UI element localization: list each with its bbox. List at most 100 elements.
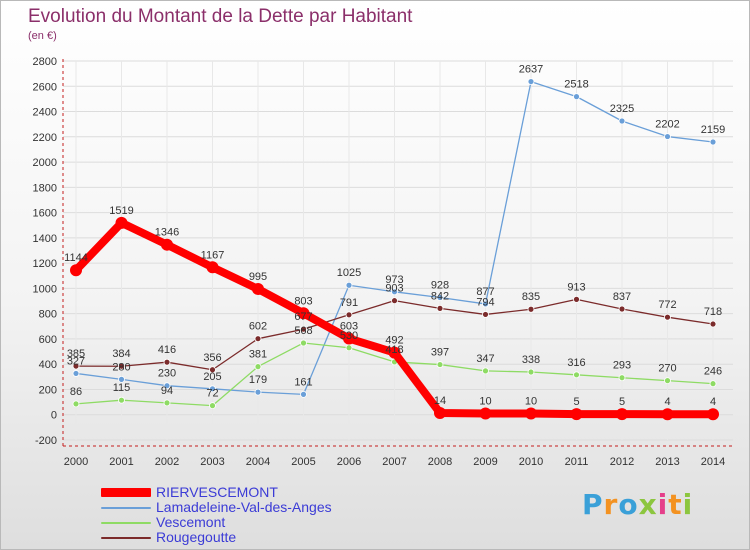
data-label: 530	[340, 330, 358, 342]
data-label: 877	[476, 286, 494, 298]
x-tick-label: 2013	[655, 456, 679, 468]
data-label: 928	[431, 279, 449, 291]
data-point	[482, 300, 489, 308]
data-point	[707, 408, 719, 421]
y-tick-label: 800	[39, 309, 57, 321]
y-tick-label: 1800	[33, 182, 57, 194]
legend-item: Lamadeleine-Val-des-Anges	[101, 500, 421, 515]
x-tick-label: 2007	[382, 456, 406, 468]
data-label: 316	[567, 357, 585, 369]
data-point	[664, 377, 671, 385]
data-label: 1144	[64, 252, 88, 264]
data-label: 205	[203, 371, 221, 383]
data-point	[391, 288, 398, 296]
data-point	[300, 325, 307, 333]
data-label: 1346	[155, 227, 179, 239]
data-label: 246	[704, 366, 722, 378]
data-label: 794	[476, 296, 494, 308]
data-point	[72, 362, 80, 370]
data-point	[618, 374, 626, 382]
data-label: 791	[340, 297, 358, 309]
data-point	[161, 238, 173, 251]
data-label: 568	[294, 325, 312, 337]
data-point	[209, 402, 216, 410]
y-tick-label: 1400	[33, 233, 57, 245]
data-label: 381	[249, 349, 267, 361]
x-tick-label: 2011	[565, 456, 589, 468]
data-point	[345, 311, 353, 319]
data-point	[570, 408, 583, 421]
logo-letter: i	[682, 488, 694, 521]
x-tick-label: 2003	[200, 456, 224, 468]
data-point	[209, 366, 216, 374]
data-point	[343, 332, 355, 345]
data-label: 327	[67, 355, 85, 367]
legend-item: Rougegoutte	[101, 530, 421, 545]
data-label: 72	[206, 388, 218, 400]
data-label: 803	[294, 295, 312, 307]
data-point	[573, 371, 580, 379]
y-tick-label: 2000	[33, 157, 57, 169]
x-tick-label: 2008	[428, 456, 452, 468]
data-point	[618, 117, 626, 125]
data-label: 280	[112, 361, 130, 373]
data-label: 913	[567, 281, 585, 293]
data-point	[527, 368, 535, 376]
x-tick-label: 2004	[246, 456, 270, 468]
data-point	[573, 295, 580, 303]
x-tick-label: 2001	[109, 456, 133, 468]
data-label: 338	[522, 354, 540, 366]
legend-swatch	[101, 537, 151, 539]
data-label: 418	[385, 344, 403, 356]
data-point	[163, 382, 171, 390]
data-point	[391, 297, 398, 305]
data-label: 94	[161, 385, 173, 397]
data-point	[300, 390, 307, 398]
data-point	[254, 388, 262, 396]
data-label: 835	[522, 291, 540, 303]
legend-label: Vescemont	[156, 514, 226, 530]
y-tick-label: 2800	[33, 56, 57, 68]
data-label: 2518	[564, 79, 588, 91]
y-tick-label: 1000	[33, 283, 57, 295]
data-point	[527, 305, 535, 313]
data-point	[436, 361, 444, 368]
data-label: 1519	[109, 205, 133, 217]
data-label: 5	[619, 396, 625, 408]
data-label: 837	[613, 291, 631, 303]
data-point	[345, 344, 353, 352]
x-tick-label: 2010	[519, 456, 543, 468]
logo-letter: o	[618, 488, 639, 521]
data-point	[345, 281, 353, 289]
data-label: 2159	[701, 124, 725, 136]
data-label: 397	[431, 347, 449, 359]
y-tick-label: 2400	[33, 107, 57, 119]
chart-title: Evolution du Montant de la Dette par Hab…	[28, 6, 413, 27]
data-label: 416	[158, 344, 176, 356]
y-tick-label: 2600	[33, 81, 57, 93]
data-point	[664, 313, 671, 321]
data-label: 1025	[337, 267, 361, 279]
data-label: 842	[431, 290, 449, 302]
data-point	[252, 283, 264, 296]
data-label: 356	[203, 352, 221, 364]
y-tick-label: 1200	[33, 258, 57, 270]
data-label: 86	[70, 386, 82, 398]
legend-swatch	[101, 488, 151, 497]
data-point	[482, 311, 489, 318]
x-tick-label: 2006	[337, 456, 361, 468]
data-label: 14	[434, 395, 446, 407]
data-point	[254, 335, 262, 343]
data-point	[206, 261, 219, 274]
data-point	[618, 305, 626, 313]
x-tick-label: 2002	[155, 456, 179, 468]
y-tick-label: 1600	[33, 208, 57, 220]
legend-item: RIERVESCEMONT	[101, 485, 421, 500]
data-label: 384	[112, 348, 130, 360]
data-point	[434, 406, 446, 419]
x-tick-label: 2000	[64, 456, 88, 468]
data-point	[388, 346, 401, 359]
data-label: 677	[294, 311, 312, 323]
